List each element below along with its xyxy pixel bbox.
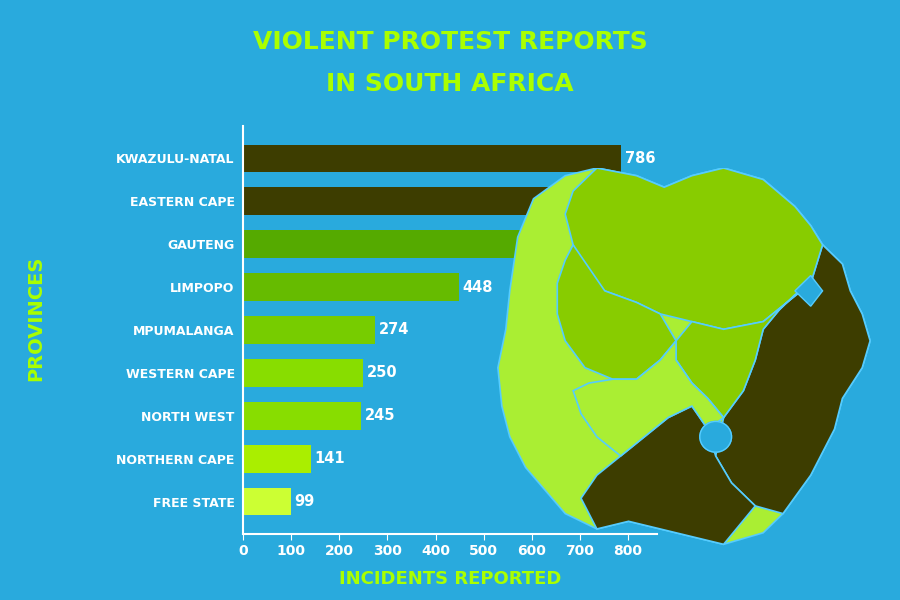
Polygon shape (573, 341, 724, 456)
Bar (243, 488, 291, 515)
Text: IN SOUTH AFRICA: IN SOUTH AFRICA (326, 72, 574, 96)
Bar (243, 230, 550, 258)
Polygon shape (581, 406, 755, 544)
Text: 250: 250 (367, 365, 398, 380)
Text: 786: 786 (626, 151, 656, 166)
Polygon shape (795, 275, 823, 306)
Bar (243, 187, 562, 215)
Text: 448: 448 (463, 280, 493, 295)
Text: VIOLENT PROTEST REPORTS: VIOLENT PROTEST REPORTS (253, 30, 647, 54)
Bar (243, 445, 310, 473)
Circle shape (700, 421, 732, 452)
Bar (243, 145, 621, 172)
Polygon shape (716, 245, 870, 514)
Text: 638: 638 (554, 237, 584, 252)
Text: 245: 245 (364, 408, 395, 423)
Polygon shape (557, 245, 676, 379)
Text: 99: 99 (294, 494, 315, 509)
Text: 274: 274 (379, 323, 410, 337)
Bar (243, 359, 364, 387)
Text: 141: 141 (315, 451, 346, 466)
Text: PROVINCES: PROVINCES (26, 256, 46, 380)
Polygon shape (676, 283, 811, 418)
Polygon shape (498, 168, 870, 544)
Bar (243, 402, 361, 430)
X-axis label: INCIDENTS REPORTED: INCIDENTS REPORTED (338, 569, 562, 587)
Text: 661: 661 (565, 194, 596, 209)
Polygon shape (565, 168, 823, 329)
Bar (243, 316, 375, 344)
Bar (243, 273, 459, 301)
